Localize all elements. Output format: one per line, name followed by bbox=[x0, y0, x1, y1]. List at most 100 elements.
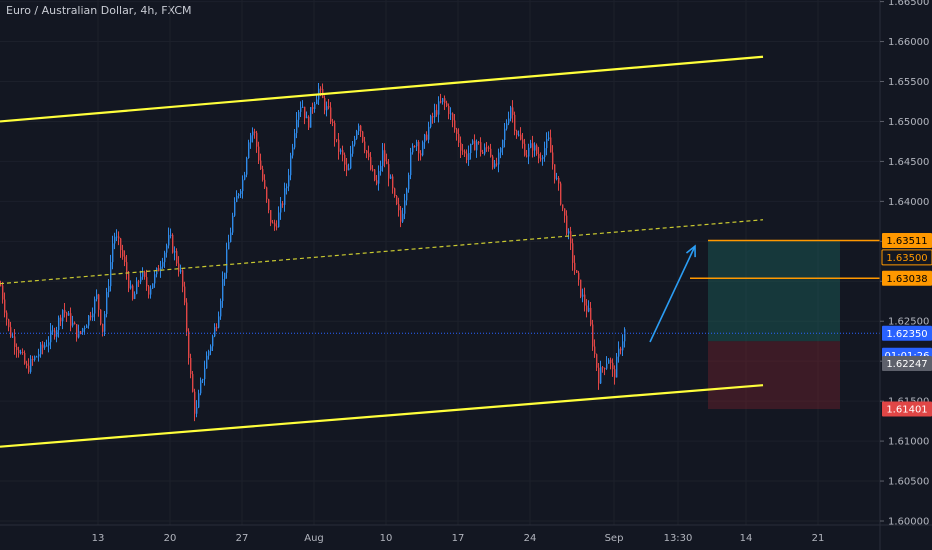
candle-body bbox=[554, 164, 556, 179]
time-axis[interactable]: 13 20 27 Aug 10 17 24 Sep 13:30 14 21 bbox=[0, 524, 932, 544]
candle-body bbox=[110, 262, 112, 287]
candle-body bbox=[516, 130, 518, 136]
candle-body bbox=[108, 286, 110, 293]
channel-upper-line bbox=[0, 55, 764, 123]
candle-body bbox=[392, 176, 394, 189]
candle-body bbox=[456, 129, 458, 134]
candle-body bbox=[540, 158, 542, 160]
time-tick-label: 21 bbox=[812, 533, 825, 544]
candle-body bbox=[276, 226, 278, 228]
candle-body bbox=[368, 153, 370, 158]
candle-body bbox=[586, 305, 588, 312]
position-boxes bbox=[708, 240, 840, 410]
candle-body bbox=[468, 153, 470, 161]
candle-body bbox=[434, 110, 436, 118]
time-tick-label: 20 bbox=[164, 533, 177, 544]
candle-body bbox=[536, 145, 538, 154]
candle-body bbox=[464, 151, 466, 154]
candle-body bbox=[248, 142, 250, 158]
candle-body bbox=[28, 365, 30, 372]
candle-body bbox=[224, 272, 226, 280]
candle-body bbox=[52, 330, 54, 332]
candle-body bbox=[532, 143, 534, 151]
candle-body bbox=[552, 152, 554, 165]
candle-body bbox=[442, 98, 444, 102]
candle-body bbox=[4, 299, 6, 313]
candle-body bbox=[58, 317, 60, 331]
price-tick-label: 1.60000 bbox=[888, 517, 929, 528]
candle-body bbox=[504, 128, 506, 141]
candle-body bbox=[184, 286, 186, 303]
annotation-lines bbox=[0, 55, 880, 448]
candle-body bbox=[0, 285, 2, 287]
price-tick-label: 1.65500 bbox=[888, 77, 929, 88]
candle-body bbox=[144, 272, 146, 278]
candle-body bbox=[32, 358, 34, 360]
candle-body bbox=[302, 106, 304, 108]
candle-body bbox=[508, 118, 510, 124]
time-tick-label: 13 bbox=[92, 533, 105, 544]
candle-body bbox=[448, 105, 450, 115]
candle-body bbox=[160, 266, 162, 272]
price-tick-label: 1.66000 bbox=[888, 37, 929, 48]
candle-body bbox=[214, 327, 216, 337]
candle-body bbox=[56, 330, 58, 337]
price-tag-bg bbox=[882, 355, 932, 371]
candles bbox=[0, 83, 626, 422]
time-tick-label: Aug bbox=[304, 533, 324, 544]
candle-body bbox=[194, 391, 196, 414]
candle-body bbox=[418, 141, 420, 154]
candle-body bbox=[386, 161, 388, 165]
candle-body bbox=[544, 148, 546, 158]
price-tag-label: 1.61401 bbox=[886, 405, 927, 416]
candle-body bbox=[304, 106, 306, 119]
candle-body bbox=[272, 222, 274, 224]
candle-body bbox=[462, 150, 464, 152]
candle-body bbox=[142, 272, 144, 277]
candle-body bbox=[624, 329, 626, 342]
candle-body bbox=[222, 279, 224, 301]
candle-body bbox=[454, 120, 456, 130]
price-tick-label: 1.61000 bbox=[888, 437, 929, 448]
price-tick-label: 1.65000 bbox=[888, 117, 929, 128]
candle-body bbox=[522, 139, 524, 144]
candle-body bbox=[592, 324, 594, 347]
candle-body bbox=[476, 141, 478, 151]
price-tag-label: 1.62247 bbox=[886, 359, 927, 370]
arrow-shaft bbox=[649, 245, 696, 343]
price-tag-label: 1.63500 bbox=[886, 253, 927, 264]
candle-body bbox=[296, 119, 298, 134]
candle-body bbox=[270, 210, 272, 223]
candle-body bbox=[180, 270, 182, 272]
candle-body bbox=[14, 336, 16, 347]
price-tick-label: 1.62500 bbox=[888, 317, 929, 328]
candle-body bbox=[500, 148, 502, 153]
candle-body bbox=[232, 215, 234, 233]
price-tags: 1.635111.635001.630381.6235001:01:261.62… bbox=[881, 232, 932, 417]
candle-body bbox=[616, 356, 618, 378]
candle-body bbox=[478, 141, 480, 143]
candle-body bbox=[168, 235, 170, 246]
candle-body bbox=[274, 223, 276, 227]
candle-body bbox=[138, 281, 140, 283]
candle-body bbox=[526, 155, 528, 157]
candle-body bbox=[80, 331, 82, 333]
candle-body bbox=[396, 196, 398, 205]
candle-body bbox=[502, 140, 504, 149]
candle-body bbox=[34, 356, 36, 360]
candle-body bbox=[20, 351, 22, 354]
candle-body bbox=[226, 249, 228, 273]
candle-body bbox=[472, 140, 474, 144]
candle-body bbox=[208, 351, 210, 356]
chart-title: Euro / Australian Dollar, 4h, FXCM bbox=[6, 4, 192, 17]
candle-body bbox=[474, 140, 476, 151]
candle-body bbox=[244, 174, 246, 180]
candle-body bbox=[506, 123, 508, 129]
candle-body bbox=[294, 133, 296, 148]
candle-body bbox=[410, 152, 412, 176]
candle-body bbox=[68, 313, 70, 316]
candle-body bbox=[344, 154, 346, 165]
candle-body bbox=[466, 153, 468, 161]
candle-body bbox=[416, 141, 418, 147]
